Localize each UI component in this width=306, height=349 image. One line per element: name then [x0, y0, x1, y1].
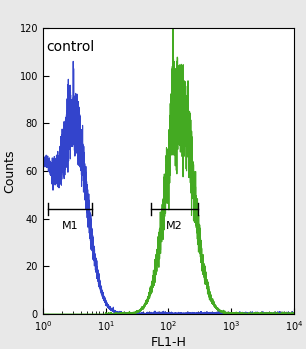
X-axis label: FL1-H: FL1-H: [150, 335, 186, 349]
Y-axis label: Counts: Counts: [4, 149, 17, 193]
Text: control: control: [47, 40, 95, 54]
Text: M1: M1: [62, 221, 78, 231]
Text: M2: M2: [166, 221, 183, 231]
